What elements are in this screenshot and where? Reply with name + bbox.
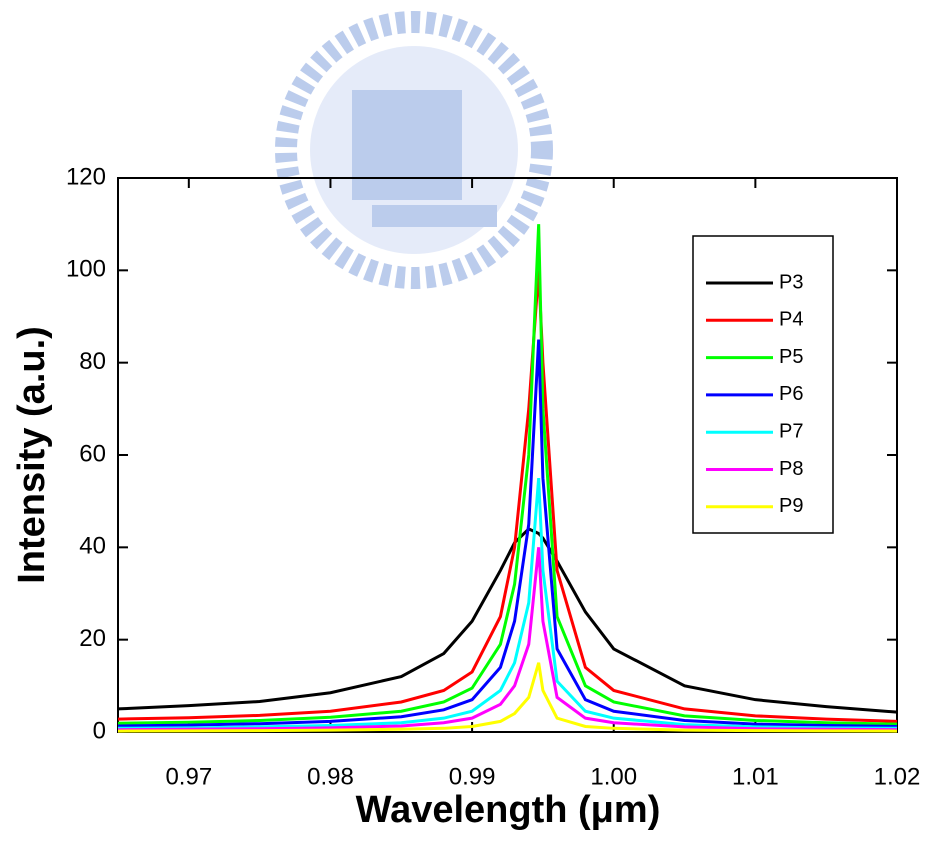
y-tick-label: 20 [79, 625, 106, 652]
legend-label: P8 [779, 458, 803, 480]
y-tick-label: 120 [66, 163, 106, 190]
legend-label: P6 [779, 383, 803, 405]
series-line [117, 339, 898, 728]
y-tick-label: 40 [79, 533, 106, 560]
series-line [117, 547, 898, 732]
x-axis-title: Wavelength (μm) [356, 789, 661, 831]
x-tick-label: 0.98 [307, 763, 354, 790]
legend-label: P3 [779, 271, 803, 293]
legend-label: P7 [779, 420, 803, 442]
x-tick-label: 0.97 [165, 763, 212, 790]
x-tick-label: 1.02 [874, 763, 921, 790]
x-tick-label: 1.00 [590, 763, 637, 790]
x-tick-label: 0.99 [449, 763, 496, 790]
y-tick-label: 60 [79, 440, 106, 467]
y-tick-label: 0 [93, 717, 106, 744]
series-line [117, 224, 898, 726]
legend-label: P9 [779, 495, 803, 517]
series-line [117, 662, 898, 733]
legend-label: P5 [779, 346, 803, 368]
y-tick-label: 100 [66, 256, 106, 283]
series-line [117, 270, 898, 723]
watermark-logo [275, 11, 553, 289]
legend-box [692, 235, 834, 534]
series-line [117, 477, 898, 730]
x-tick-label: 1.01 [732, 763, 779, 790]
legend-label: P4 [779, 309, 803, 331]
y-axis-title: Intensity (a.u.) [11, 326, 53, 584]
y-tick-label: 80 [79, 348, 106, 375]
